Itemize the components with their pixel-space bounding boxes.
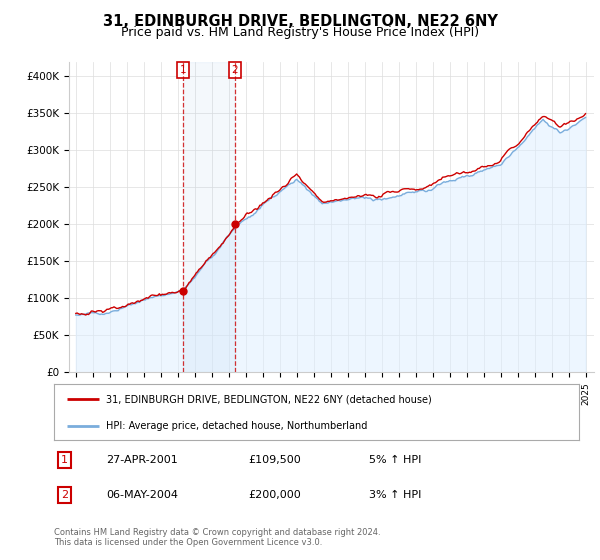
Text: Price paid vs. HM Land Registry's House Price Index (HPI): Price paid vs. HM Land Registry's House … (121, 26, 479, 39)
Text: £200,000: £200,000 (248, 490, 301, 500)
Text: 06-MAY-2004: 06-MAY-2004 (107, 490, 179, 500)
Text: 5% ↑ HPI: 5% ↑ HPI (369, 455, 421, 465)
Text: 31, EDINBURGH DRIVE, BEDLINGTON, NE22 6NY: 31, EDINBURGH DRIVE, BEDLINGTON, NE22 6N… (103, 14, 497, 29)
Text: 31, EDINBURGH DRIVE, BEDLINGTON, NE22 6NY (detached house): 31, EDINBURGH DRIVE, BEDLINGTON, NE22 6N… (107, 394, 432, 404)
Text: HPI: Average price, detached house, Northumberland: HPI: Average price, detached house, Nort… (107, 421, 368, 431)
Text: Contains HM Land Registry data © Crown copyright and database right 2024.
This d: Contains HM Land Registry data © Crown c… (54, 528, 380, 547)
Text: 2: 2 (61, 490, 68, 500)
Bar (183, 62, 235, 372)
Text: 27-APR-2001: 27-APR-2001 (107, 455, 178, 465)
Text: 1: 1 (61, 455, 68, 465)
Text: 3% ↑ HPI: 3% ↑ HPI (369, 490, 421, 500)
Text: £109,500: £109,500 (248, 455, 301, 465)
Text: 2: 2 (232, 65, 238, 75)
Text: 1: 1 (179, 65, 186, 75)
